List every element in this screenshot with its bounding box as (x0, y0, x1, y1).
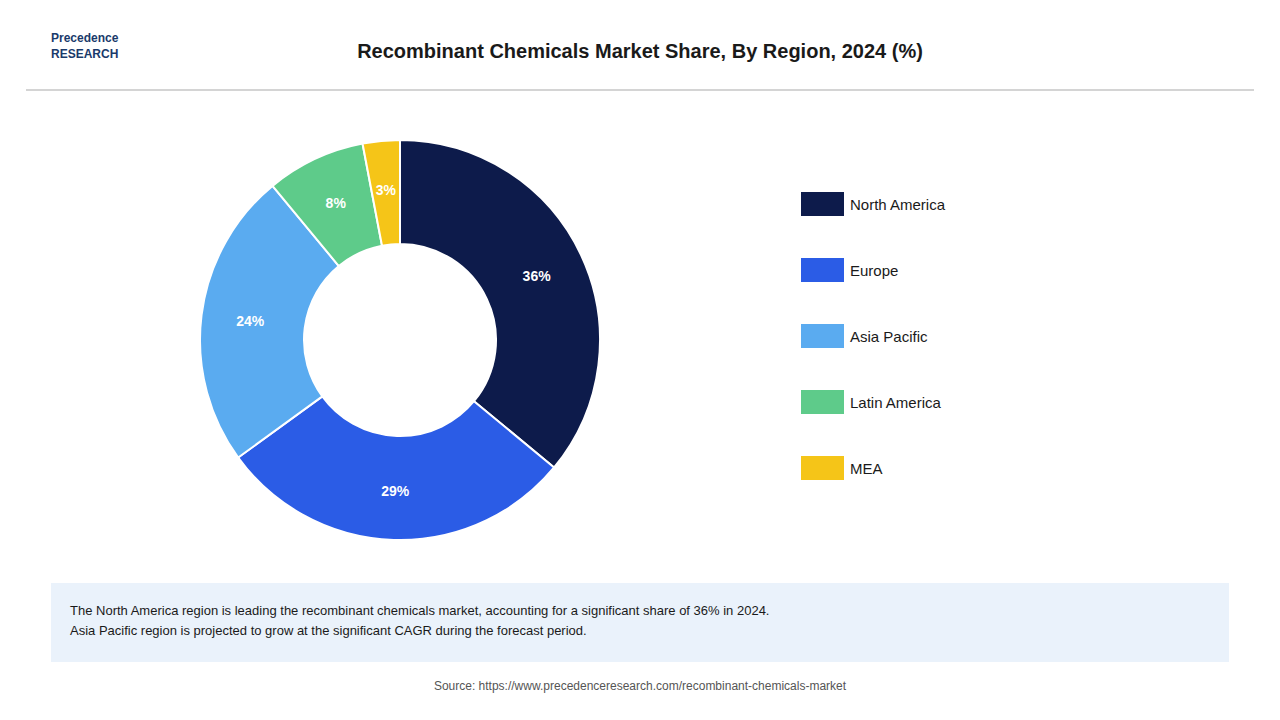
svg-text:8%: 8% (326, 195, 347, 211)
svg-text:North America: North America (850, 196, 946, 213)
svg-text:MEA: MEA (850, 460, 883, 477)
svg-text:Latin America: Latin America (850, 394, 942, 411)
svg-text:The North America region is le: The North America region is leading the … (70, 603, 769, 618)
svg-text:Asia Pacific region is project: Asia Pacific region is projected to grow… (70, 623, 587, 638)
svg-text:36%: 36% (523, 268, 552, 284)
svg-text:Source: https://www.precedence: Source: https://www.precedenceresearch.c… (434, 679, 847, 693)
svg-text:Precedence: Precedence (51, 31, 119, 45)
svg-text:Europe: Europe (850, 262, 898, 279)
svg-text:RESEARCH: RESEARCH (51, 47, 118, 61)
svg-text:Asia Pacific: Asia Pacific (850, 328, 928, 345)
svg-text:Recombinant Chemicals Market S: Recombinant Chemicals Market Share, By R… (357, 40, 923, 62)
svg-text:24%: 24% (236, 313, 265, 329)
svg-text:3%: 3% (376, 182, 397, 198)
svg-text:29%: 29% (381, 483, 410, 499)
